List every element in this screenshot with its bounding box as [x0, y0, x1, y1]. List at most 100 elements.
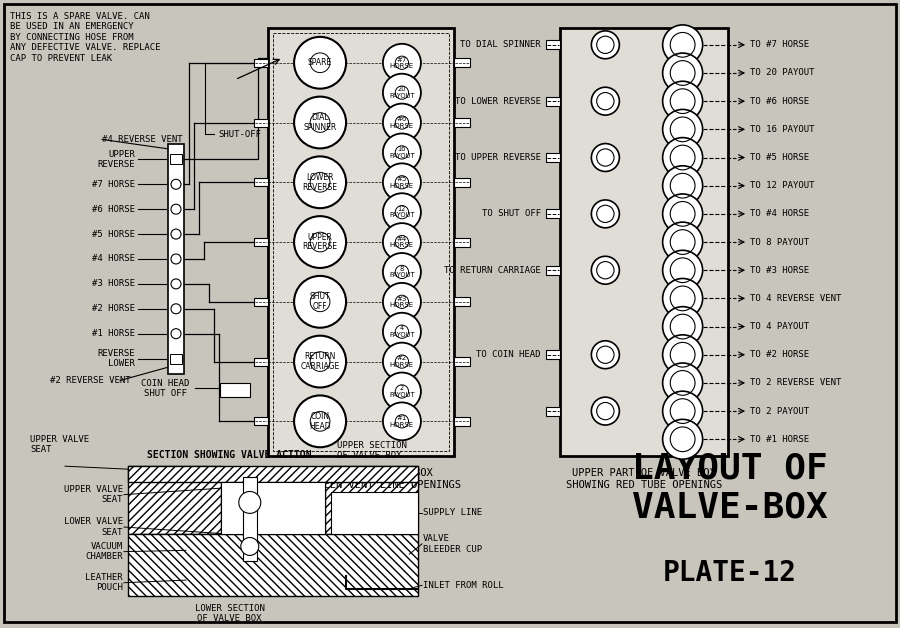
- Text: LEATHER
POUCH: LEATHER POUCH: [86, 573, 123, 592]
- Circle shape: [382, 372, 421, 410]
- Text: VALVE
BLEEDER CUP: VALVE BLEEDER CUP: [423, 534, 482, 553]
- Circle shape: [591, 200, 619, 228]
- Circle shape: [382, 163, 421, 201]
- Bar: [454, 357, 470, 366]
- Text: #7
HORSE: #7 HORSE: [390, 57, 414, 69]
- Bar: [254, 298, 268, 306]
- Text: #4 REVERSE VENT: #4 REVERSE VENT: [102, 135, 183, 144]
- Circle shape: [171, 279, 181, 289]
- Circle shape: [382, 223, 421, 261]
- Bar: [546, 40, 560, 50]
- Bar: [546, 406, 560, 416]
- Text: TO LOWER REVERSE: TO LOWER REVERSE: [455, 97, 541, 106]
- Circle shape: [171, 229, 181, 239]
- Text: TO 16 PAYOUT: TO 16 PAYOUT: [750, 125, 814, 134]
- Text: TO 8 PAYOUT: TO 8 PAYOUT: [750, 237, 809, 247]
- Text: #7 HORSE: #7 HORSE: [92, 180, 135, 189]
- Text: 16
PAYOUT: 16 PAYOUT: [389, 146, 415, 159]
- Circle shape: [382, 313, 421, 350]
- Circle shape: [294, 37, 346, 89]
- Text: 8
PAYOUT: 8 PAYOUT: [389, 266, 415, 278]
- Circle shape: [382, 44, 421, 82]
- Circle shape: [382, 253, 421, 291]
- Circle shape: [171, 180, 181, 189]
- Text: #5 HORSE: #5 HORSE: [92, 230, 135, 239]
- Circle shape: [662, 25, 703, 65]
- Circle shape: [382, 104, 421, 141]
- Text: TO 4 PAYOUT: TO 4 PAYOUT: [750, 322, 809, 331]
- Text: TO 2 REVERSE VENT: TO 2 REVERSE VENT: [750, 379, 842, 387]
- Text: #6
HORSE: #6 HORSE: [390, 116, 414, 129]
- Circle shape: [662, 194, 703, 234]
- Bar: [560, 28, 728, 456]
- Text: #4
HORSE: #4 HORSE: [390, 236, 414, 248]
- Text: INLET FROM ROLL: INLET FROM ROLL: [423, 581, 504, 590]
- Bar: [454, 118, 470, 127]
- Circle shape: [591, 397, 619, 425]
- Text: PLATE-12: PLATE-12: [663, 559, 797, 587]
- Text: TO 2 PAYOUT: TO 2 PAYOUT: [750, 406, 809, 416]
- Text: #2 HORSE: #2 HORSE: [92, 305, 135, 313]
- Text: UPPER
REVERSE: UPPER REVERSE: [97, 149, 135, 169]
- Bar: [454, 58, 470, 67]
- Text: #1 HORSE: #1 HORSE: [92, 329, 135, 338]
- Circle shape: [294, 216, 346, 268]
- Bar: [546, 97, 560, 106]
- Circle shape: [382, 283, 421, 321]
- Text: UPPER VALVE
SEAT: UPPER VALVE SEAT: [30, 435, 89, 454]
- Text: #5
HORSE: #5 HORSE: [390, 176, 414, 188]
- Bar: [243, 477, 256, 561]
- Text: LAYOUT OF
VALVE-BOX: LAYOUT OF VALVE-BOX: [632, 452, 828, 525]
- Text: RETURN
CARRIAGE: RETURN CARRIAGE: [301, 352, 339, 371]
- Bar: [268, 28, 454, 456]
- Text: #3
HORSE: #3 HORSE: [390, 296, 414, 308]
- Text: 12
PAYOUT: 12 PAYOUT: [389, 206, 415, 219]
- Text: #3 HORSE: #3 HORSE: [92, 279, 135, 288]
- Bar: [546, 209, 560, 219]
- Text: LOWER PART OF VALVE BOX
SHOWING GREEN VENT LINE OPENINGS: LOWER PART OF VALVE BOX SHOWING GREEN VE…: [261, 468, 461, 490]
- Bar: [454, 237, 470, 247]
- Text: 2
PAYOUT: 2 PAYOUT: [389, 385, 415, 398]
- Bar: [546, 153, 560, 162]
- Text: #6 HORSE: #6 HORSE: [92, 205, 135, 214]
- Bar: [220, 384, 250, 398]
- Text: TO DIAL SPINNER: TO DIAL SPINNER: [461, 40, 541, 50]
- Text: TO #1 HORSE: TO #1 HORSE: [750, 435, 809, 444]
- Text: VACUUM
CHAMBER: VACUUM CHAMBER: [86, 542, 123, 561]
- Bar: [254, 59, 268, 67]
- Circle shape: [591, 87, 619, 115]
- Circle shape: [662, 278, 703, 318]
- Circle shape: [294, 97, 346, 148]
- Circle shape: [382, 73, 421, 112]
- Circle shape: [662, 222, 703, 262]
- Text: TO #4 HORSE: TO #4 HORSE: [750, 209, 809, 219]
- Bar: [254, 357, 268, 365]
- Circle shape: [238, 492, 261, 513]
- Text: SECTION SHOWING VALVE ACTION: SECTION SHOWING VALVE ACTION: [148, 450, 311, 460]
- Circle shape: [662, 306, 703, 347]
- Text: LOWER
REVERSE: LOWER REVERSE: [302, 173, 338, 192]
- Circle shape: [171, 328, 181, 338]
- Text: #1
HORSE: #1 HORSE: [390, 415, 414, 428]
- Text: COIN HEAD
SHUT OFF: COIN HEAD SHUT OFF: [140, 379, 189, 398]
- Text: TO #2 HORSE: TO #2 HORSE: [750, 350, 809, 359]
- Bar: [546, 266, 560, 274]
- Circle shape: [662, 109, 703, 149]
- Circle shape: [662, 53, 703, 93]
- Text: #2 REVERSE VENT: #2 REVERSE VENT: [50, 376, 130, 385]
- Circle shape: [382, 134, 421, 171]
- Text: 4
PAYOUT: 4 PAYOUT: [389, 325, 415, 338]
- Text: SUPPLY LINE: SUPPLY LINE: [423, 508, 482, 517]
- Circle shape: [294, 336, 346, 387]
- Circle shape: [241, 538, 259, 555]
- Bar: [254, 119, 268, 126]
- Text: TO COIN HEAD: TO COIN HEAD: [476, 350, 541, 359]
- Circle shape: [662, 335, 703, 375]
- Circle shape: [662, 420, 703, 459]
- Bar: [170, 154, 182, 165]
- Text: TO #3 HORSE: TO #3 HORSE: [750, 266, 809, 274]
- Bar: [273, 33, 449, 452]
- Bar: [220, 482, 325, 534]
- Text: DIAL
SPINNER: DIAL SPINNER: [303, 113, 337, 132]
- Text: THIS IS A SPARE VALVE. CAN
BE USED IN AN EMERGENCY
BY CONNECTING HOSE FROM
ANY D: THIS IS A SPARE VALVE. CAN BE USED IN AN…: [10, 12, 160, 63]
